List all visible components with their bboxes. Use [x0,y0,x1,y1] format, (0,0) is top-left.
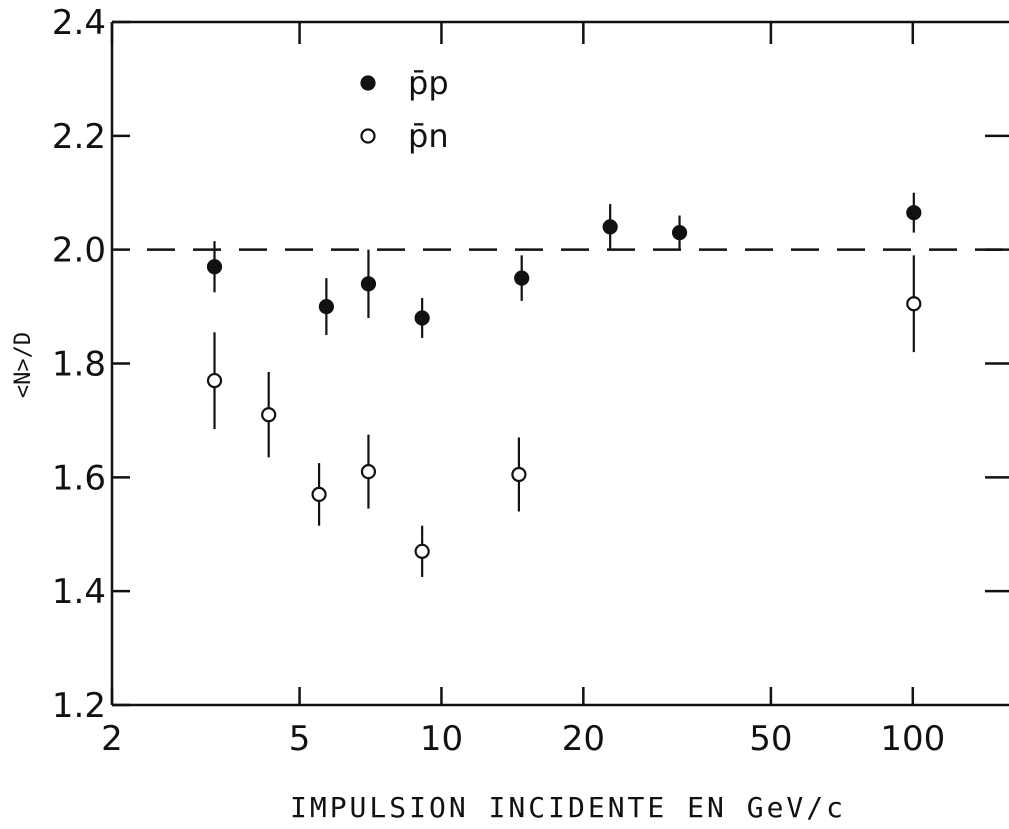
y-axis-ticks: 1.2 1.4 1.6 1.8 2.0 2.2 2.4 [52,3,1009,726]
data-point-pbar-p [602,219,618,235]
y-tick-label: 1.6 [52,458,106,498]
y-tick-label: 1.2 [52,686,106,726]
y-tick-label: 2.4 [52,3,106,43]
legend: p̄p p̄n [360,64,449,155]
data-point-pbar-p [906,205,922,221]
x-tick-label: 50 [749,719,792,759]
y-axis-title: <N>/D [11,332,36,398]
y-tick-label: 2.2 [52,117,106,157]
data-point-pbar-n [360,464,377,480]
x-tick-label: 100 [880,719,945,759]
data-point-pbar-n [414,543,430,559]
legend-label: p̄n [408,117,449,155]
y-tick-label: 2.0 [52,231,106,271]
y-tick-label: 1.4 [52,572,106,612]
data-point-pbar-p [360,276,377,292]
data-point-pbar-p [514,270,530,286]
x-axis-title: IMPULSION INCIDENTE EN GeV/c [290,791,846,824]
data-point-pbar-p [671,224,688,241]
y-tick-label: 1.8 [52,345,106,385]
data-marks [206,192,922,577]
data-point-pbar-n [906,296,922,312]
x-tick-label: 5 [289,719,311,759]
x-tick-label: 2 [101,719,123,759]
data-point-pbar-p [414,310,430,326]
data-point-pbar-p [206,259,223,275]
data-point-pbar-p [318,298,334,315]
data-point-pbar-n [511,466,527,483]
data-point-pbar-n [261,407,277,423]
data-point-pbar-n [206,372,223,389]
legend-marker [360,75,376,91]
legend-marker [360,128,376,144]
x-axis-ticks: 2 5 10 20 50 100 [101,22,945,759]
data-point-pbar-n [311,486,327,503]
x-tick-label: 20 [562,719,605,759]
legend-label: p̄p [408,64,449,102]
x-tick-label: 10 [420,719,463,759]
axes [110,20,1009,707]
